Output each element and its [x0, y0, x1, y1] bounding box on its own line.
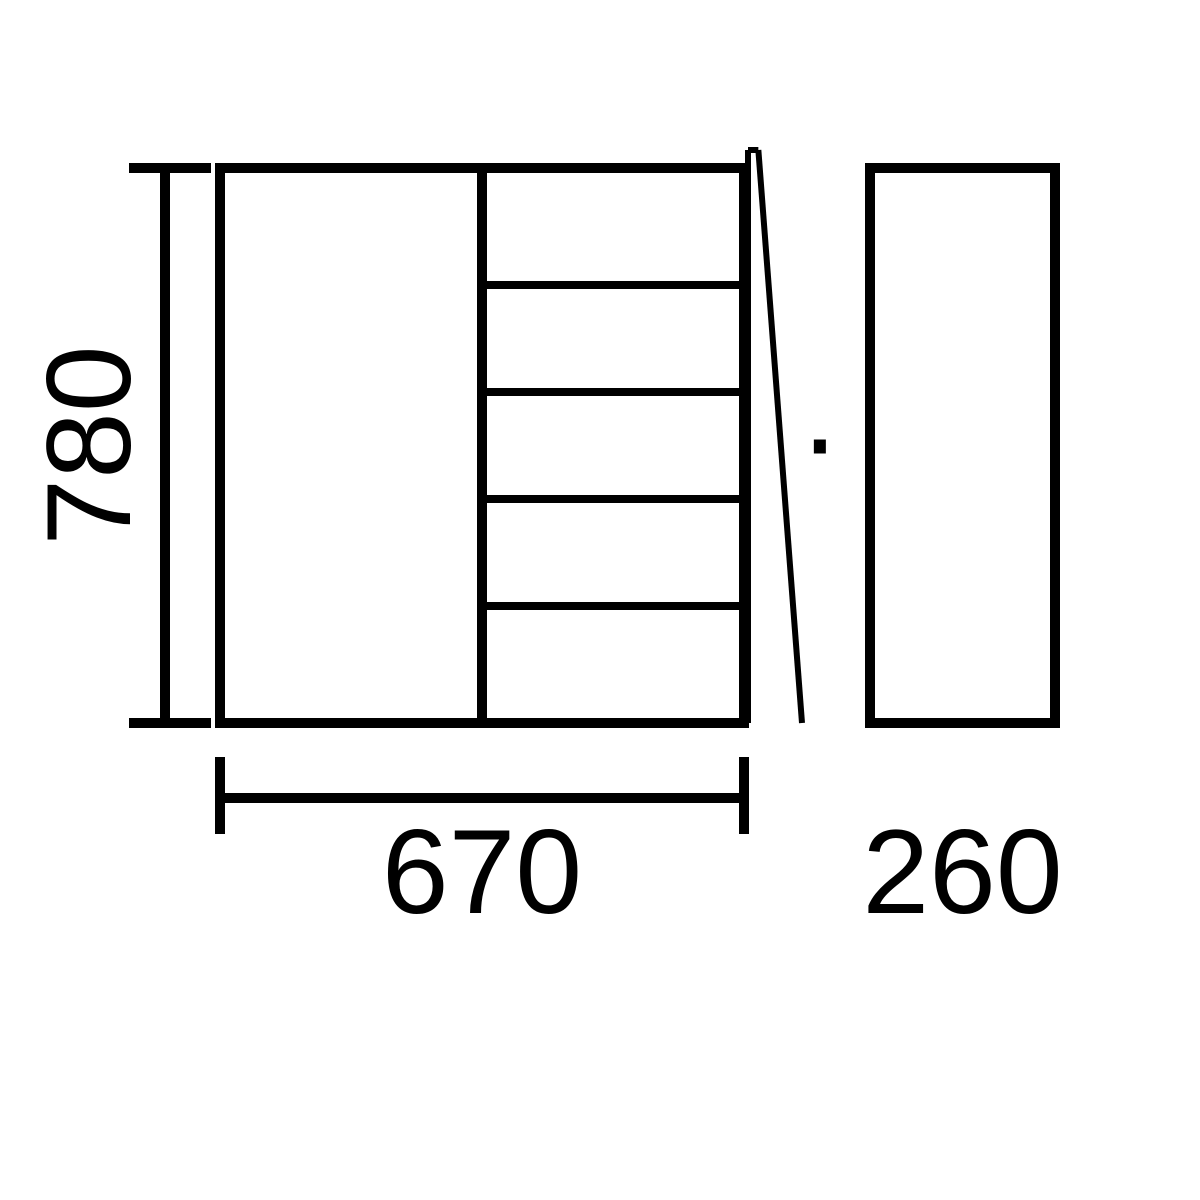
open-door-outer-edge — [758, 150, 802, 723]
dim-depth-label: 260 — [862, 805, 1062, 939]
dim-height-label: 780 — [22, 345, 156, 545]
dim-width-label: 670 — [382, 805, 582, 939]
cabinet-technical-drawing: 780 670 260 — [0, 0, 1200, 1200]
cabinet-side-outline — [870, 168, 1055, 723]
door-handle-icon — [814, 440, 826, 454]
